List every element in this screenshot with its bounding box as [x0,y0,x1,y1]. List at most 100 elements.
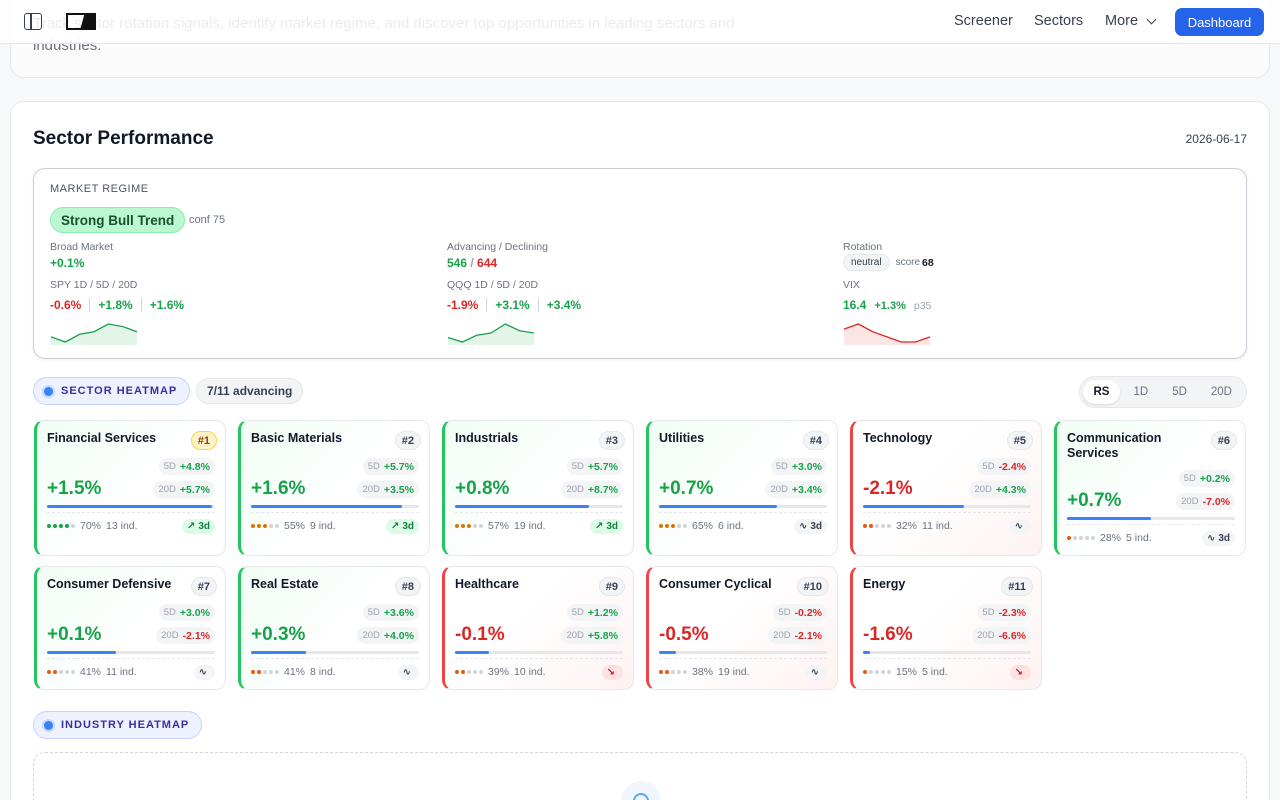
industry-count: 5 ind. [922,666,948,678]
activity-icon: ∿ [798,520,808,532]
metric-tab-rs[interactable]: RS [1082,380,1121,404]
status-dot [44,720,53,730]
sector-tile[interactable]: Industrials #3 5D +5.7% 20D +8.7% +0.8% 57… [442,420,634,556]
nav-screener[interactable]: Screener [954,13,1013,29]
rs-bar-fill [47,651,116,654]
sector-tile[interactable]: Basic Materials #2 5D +5.7% 20D +3.5% +1.6… [238,420,430,556]
metric-tab-5d[interactable]: 5D [1172,386,1187,398]
sector-tile[interactable]: Real Estate #8 5D +3.6% 20D +4.0% +0.3% 41… [238,566,430,690]
rs-bar-fill [47,505,212,508]
trend-badge: ↘ [1009,664,1031,680]
trend-badge: ↗ 3d [589,518,623,534]
rs-bar [863,505,1031,508]
rs-bar-fill [455,651,489,654]
rs-bar [47,651,215,654]
industry-count: 11 ind. [922,520,953,532]
sector-tile[interactable]: Consumer Cyclical #10 5D -0.2% 20D -2.1% -… [646,566,838,690]
as-of-date: 2026-06-17 [1185,132,1247,146]
rs-bar [863,651,1031,654]
breadth-pct: 57% [488,520,510,532]
advancing-count: 546 [447,256,468,270]
return-20d: 20D -7.0% [1176,493,1235,510]
qqq-20d: +3.4% [546,298,582,312]
sidebar-toggle-icon[interactable] [24,13,42,30]
industry-count: 19 ind. [514,520,546,532]
return-20d: 20D +4.3% [969,481,1031,498]
sector-tile[interactable]: Financial Services #1 5D +4.8% 20D +5.7% +… [34,420,226,556]
trend-badge: ∿ [1009,518,1031,534]
metric-tab-20d[interactable]: 20D [1210,386,1232,398]
tile-footer: 15% 5 ind. ↘ [863,664,1031,680]
sector-heatmap-title: SECTOR HEATMAP [61,385,178,397]
sector-tile[interactable]: Communication Services #6 5D +0.2% 20D -7.… [1054,420,1246,556]
sector-tile[interactable]: Utilities #4 5D +3.0% 20D +3.4% +0.7% 65% … [646,420,838,556]
breadth-pct: 28% [1100,532,1122,544]
rotation-column: Rotation neutral score 68 VIX 16.4 +1.3%… [843,241,1223,351]
rank-badge: #11 [1001,577,1033,596]
sector-heatmap-chip: SECTOR HEATMAP [33,377,191,405]
rs-bar [1067,517,1235,520]
return-5d: 5D +3.0% [158,604,215,621]
trend-badge: ∿ 3d [793,518,827,534]
breadth-pct: 38% [692,666,714,678]
return-5d: 5D +4.8% [158,458,215,475]
adv-dec-values: 546 / 644 [447,256,498,270]
nav-more[interactable]: More [1105,13,1157,29]
industry-count: 19 ind. [718,666,750,678]
tile-footer: 57% 19 ind. ↗ 3d [455,518,623,534]
metric-tab-1d[interactable]: 1D [1133,386,1149,398]
status-dot [44,386,53,396]
breadth-pct: 70% [80,520,102,532]
spy-sparkline [50,323,138,345]
vix-change: +1.3% [874,300,906,312]
rank-badge: #2 [394,431,421,450]
breadth-dots [251,670,279,674]
spy-20d: +1.6% [149,298,185,312]
industry-count: 9 ind. [310,520,336,532]
top-nav: Screener Sectors More Dashboard [0,0,1280,44]
sector-change: +0.7% [1067,490,1122,511]
dashboard-button[interactable]: Dashboard [1175,8,1264,36]
rank-badge: #8 [394,577,421,596]
sector-tile[interactable]: Technology #5 5D -2.4% 20D +4.3% -2.1% 32%… [850,420,1042,556]
vix-sparkline [843,323,931,345]
nav-sectors[interactable]: Sectors [1034,13,1084,29]
rs-bar-fill [455,505,590,508]
trend-up-icon: ↗ [594,520,604,532]
trend-up-icon: ↗ [390,520,400,532]
breadth-dots [47,524,75,528]
spy-label: SPY 1D / 5D / 20D [50,279,138,291]
sector-name: Industrials [455,431,519,445]
sector-tile[interactable]: Energy #11 5D -2.3% 20D -6.6% -1.6% 15% 5 … [850,566,1042,690]
brand-logo[interactable] [66,13,96,30]
trend-badge: ∿ 3d [1201,530,1235,546]
sector-tile[interactable]: Healthcare #9 5D +1.2% 20D +5.8% -0.1% 39%… [442,566,634,690]
sector-tile[interactable]: Consumer Defensive #7 5D +3.0% 20D -2.1% +… [34,566,226,690]
return-5d: 5D +1.2% [566,604,623,621]
adv-dec-label: Advancing / Declining [447,241,548,253]
return-5d: 5D +5.7% [566,458,623,475]
rank-badge: #7 [190,577,217,596]
vix-percentile: p35 [913,300,932,312]
spy-1d: -0.6% [50,298,82,312]
tile-footer: 32% 11 ind. ∿ [863,518,1031,534]
qqq-sparkline [447,323,535,345]
tile-footer: 39% 10 ind. ↘ [455,664,623,680]
sector-name: Energy [863,577,906,591]
sector-change: -2.1% [863,478,913,499]
chevron-down-icon [1146,14,1157,25]
rank-badge: #6 [1210,431,1237,450]
industry-count: 5 ind. [1126,532,1152,544]
sector-change: +0.3% [251,624,306,645]
rs-bar-fill [659,505,777,508]
sector-name: Real Estate [251,577,319,591]
regime-confidence: conf 75 [189,214,226,226]
return-5d: 5D -0.2% [773,604,827,621]
vix-value: 16.4 [843,298,867,312]
rs-bar-fill [863,505,964,508]
trend-up-icon: ↗ [186,520,196,532]
return-20d: 20D +5.7% [153,481,215,498]
rs-bar-fill [863,651,870,654]
sector-change: +0.1% [47,624,102,645]
regime-label: MARKET REGIME [50,183,149,195]
